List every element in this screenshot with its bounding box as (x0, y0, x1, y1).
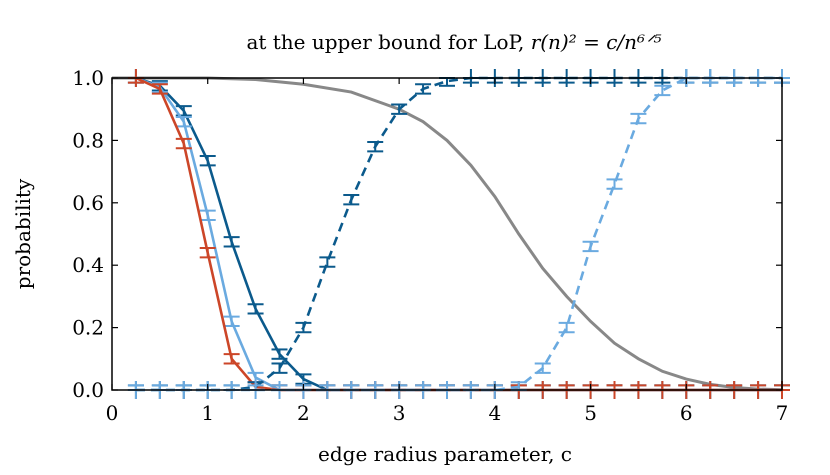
series-0 (112, 76, 783, 392)
error-bar (654, 84, 671, 97)
series-line (135, 76, 782, 392)
error-bar (223, 236, 240, 248)
x-tick-label: 7 (776, 401, 789, 425)
error-bar (175, 137, 192, 150)
chart-title: at the upper bound for LoP, r(n)² = c/n⁶… (246, 30, 661, 54)
x-tick-label: 3 (393, 401, 406, 425)
error-bar (223, 353, 240, 365)
series-line (135, 76, 782, 392)
error-bar (558, 321, 575, 334)
y-tick-label: 0.2 (72, 316, 104, 340)
error-bar (630, 112, 647, 125)
series-5 (127, 69, 790, 399)
y-tick-label: 0.6 (72, 191, 104, 215)
error-bar (534, 362, 551, 374)
series-3 (127, 69, 790, 399)
error-bar (199, 155, 216, 167)
error-bar (151, 83, 168, 95)
y-tick-label: 0.0 (72, 378, 104, 402)
error-bar (175, 116, 192, 128)
error-bar (199, 209, 216, 221)
error-bar (582, 240, 599, 253)
x-tick-label: 0 (106, 401, 119, 425)
x-tick-label: 1 (201, 401, 214, 425)
y-ticks: 0.0 0.2 0.4 0.6 0.8 1.0 (72, 66, 782, 402)
error-bar (606, 178, 623, 190)
series-line (112, 76, 783, 392)
y-axis-label: probability (11, 178, 35, 289)
x-tick-label: 4 (488, 401, 501, 425)
error-bar (271, 348, 288, 360)
series-4 (127, 69, 790, 399)
x-axis-label: edge radius parameter, c (318, 442, 572, 466)
y-tick-label: 1.0 (72, 66, 104, 90)
plot-frame (111, 77, 783, 391)
plot-area (112, 69, 790, 399)
chart-title-math: r(n)² = c/n⁶ᐟ⁵ (531, 30, 662, 54)
series-line (135, 76, 782, 392)
series-1 (127, 69, 790, 399)
series-line (135, 76, 782, 392)
series-2 (127, 69, 790, 399)
x-tick-label: 5 (584, 401, 597, 425)
x-tick-label: 6 (680, 401, 693, 425)
error-bar (343, 194, 360, 206)
error-bar (223, 315, 240, 328)
error-bar (295, 321, 312, 334)
error-bar (367, 140, 384, 153)
x-tick-label: 2 (297, 401, 310, 425)
series-line (135, 76, 782, 392)
x-ticks: 0 1 2 3 4 5 6 7 (106, 78, 789, 425)
error-bar (319, 256, 336, 268)
error-bar (247, 303, 264, 315)
y-tick-label: 0.8 (72, 128, 104, 152)
chart-title-text: at the upper bound for LoP, (246, 30, 530, 54)
y-tick-label: 0.4 (72, 253, 104, 277)
error-bar (415, 83, 432, 95)
error-bar (271, 362, 288, 374)
error-bar (391, 103, 408, 115)
error-bar (199, 247, 216, 259)
